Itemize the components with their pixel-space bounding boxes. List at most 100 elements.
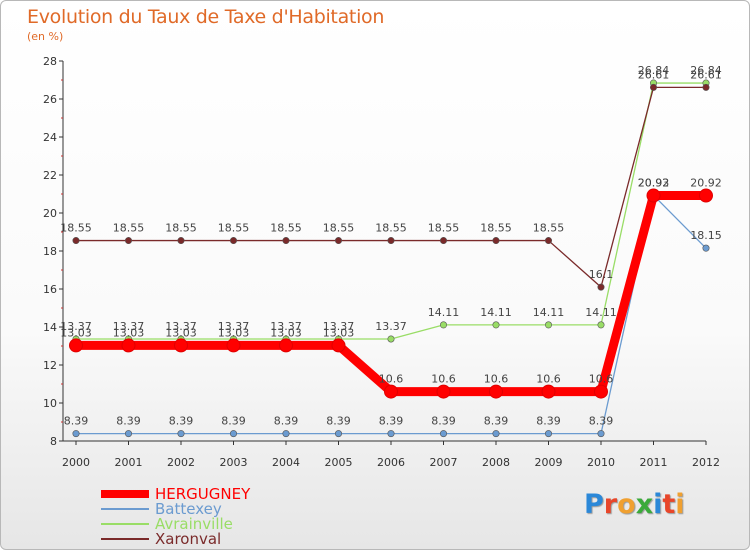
data-label-hergugney: 20.92 <box>690 177 722 190</box>
data-label-xaronval: 18.55 <box>165 222 197 235</box>
data-point-hergugney <box>489 384 503 399</box>
data-label-xaronval: 18.55 <box>270 222 302 235</box>
y-tick-label: 12 <box>43 359 57 372</box>
data-point-hergugney <box>69 338 83 353</box>
data-point-battexey <box>492 430 500 438</box>
data-label-xaronval: 18.55 <box>323 222 355 235</box>
data-point-hergugney <box>279 338 293 353</box>
data-point-hergugney <box>331 338 346 353</box>
x-tick-label: 2006 <box>377 456 405 469</box>
data-point-battexey <box>334 430 342 438</box>
legend-label-xaronval: Xaronval <box>155 530 221 548</box>
x-tick-label: 2012 <box>692 456 720 469</box>
x-tick-label: 2003 <box>220 456 248 469</box>
data-point-hergugney <box>384 384 398 399</box>
data-point-battexey <box>702 244 710 252</box>
series-line-xaronval <box>75 86 707 288</box>
data-label-battexey: 8.39 <box>326 415 351 428</box>
data-point-xaronval <box>439 237 447 245</box>
data-label-battexey: 8.39 <box>274 415 299 428</box>
data-point-battexey <box>387 430 395 438</box>
data-label-xaronval: 16.1 <box>589 268 614 281</box>
logo-letter: P <box>584 489 604 520</box>
data-label-hergugney: 13.03 <box>218 326 250 339</box>
data-label-hergugney: 10.6 <box>431 373 456 386</box>
data-point-xaronval <box>125 237 133 245</box>
data-label-battexey: 8.39 <box>431 415 456 428</box>
data-point-hergugney <box>646 188 661 203</box>
y-tick-label: 28 <box>43 55 57 68</box>
data-label-avrainville: 13.37 <box>375 320 407 333</box>
data-point-xaronval <box>230 237 238 245</box>
data-point-avrainville <box>492 321 500 329</box>
data-point-battexey <box>177 430 185 438</box>
data-point-xaronval <box>72 237 80 245</box>
data-label-battexey: 18.15 <box>690 229 722 242</box>
data-label-battexey: 8.39 <box>379 415 404 428</box>
data-label-avrainville: 26.84 <box>690 64 722 77</box>
data-label-xaronval: 18.55 <box>113 222 145 235</box>
legend-label-avrainville: Avrainville <box>155 515 233 533</box>
chart-title: Evolution du Taux de Taxe d'Habitation <box>27 6 385 28</box>
data-label-hergugney: 13.03 <box>60 326 92 339</box>
data-label-avrainville: 14.11 <box>533 306 565 319</box>
data-label-xaronval: 18.55 <box>375 222 407 235</box>
data-point-battexey <box>125 430 133 438</box>
data-label-avrainville: 13.37 <box>323 320 355 333</box>
logo-letter: t <box>662 489 676 520</box>
x-tick-label: 2001 <box>115 456 143 469</box>
legend-label-hergugney: HERGUGNEY <box>155 485 251 503</box>
data-point-xaronval <box>334 237 342 245</box>
y-tick-label: 22 <box>43 169 57 182</box>
data-label-xaronval: 26.61 <box>638 68 670 81</box>
data-point-battexey <box>439 430 447 438</box>
y-tick-label: 10 <box>43 397 57 410</box>
data-point-avrainville <box>597 321 605 329</box>
data-point-battexey <box>72 430 80 438</box>
logo-letter: i <box>675 489 685 520</box>
data-label-xaronval: 18.55 <box>218 222 250 235</box>
data-label-hergugney: 13.03 <box>323 326 355 339</box>
data-label-battexey: 8.39 <box>64 415 89 428</box>
x-tick-label: 2008 <box>482 456 510 469</box>
y-axis-unit: (en %) <box>27 30 64 43</box>
series-line-avrainville <box>75 82 707 340</box>
data-point-xaronval <box>544 237 552 245</box>
x-tick-label: 2010 <box>587 456 615 469</box>
data-label-hergugney: 10.6 <box>536 373 561 386</box>
data-label-avrainville: 14.11 <box>428 306 460 319</box>
logo-letter: x <box>635 489 654 520</box>
series-labels: 13.03 13.03 13.03 13.03 13.03 13.03 10.6 10.6 10… <box>60 64 722 428</box>
data-point-hergugney <box>594 384 608 399</box>
x-tick-label: 2007 <box>430 456 458 469</box>
data-point-xaronval <box>597 283 605 291</box>
data-point-hergugney <box>699 188 713 203</box>
data-point-hergugney <box>436 384 451 399</box>
data-label-avrainville: 13.37 <box>165 320 197 333</box>
data-label-avrainville: 13.37 <box>113 320 145 333</box>
y-tick-label: 8 <box>50 435 57 448</box>
data-label-xaronval: 18.55 <box>428 222 460 235</box>
data-label-hergugney: 13.03 <box>165 326 197 339</box>
data-label-hergugney: 10.6 <box>589 373 614 386</box>
x-tick-label: 2011 <box>640 456 668 469</box>
data-point-battexey <box>230 430 238 438</box>
data-label-hergugney: 10.6 <box>379 373 404 386</box>
data-point-xaronval <box>649 83 657 91</box>
y-tick-label: 14 <box>43 321 57 334</box>
series-lines <box>69 79 713 438</box>
data-label-avrainville: 13.37 <box>60 320 92 333</box>
x-tick-label: 2004 <box>272 456 300 469</box>
data-point-battexey <box>597 430 605 438</box>
y-tick-label: 20 <box>43 207 57 220</box>
data-label-hergugney: 13.03 <box>113 326 145 339</box>
axes: 8 10 12 14 16 18 20 22 24 26 28 2000 2001 2002 2003 200… <box>43 55 720 469</box>
data-point-xaronval <box>282 237 290 245</box>
data-label-battexey: 20.93 <box>638 176 670 189</box>
y-tick-label: 24 <box>43 131 57 144</box>
data-label-xaronval: 26.61 <box>690 68 722 81</box>
data-point-hergugney <box>121 338 136 353</box>
